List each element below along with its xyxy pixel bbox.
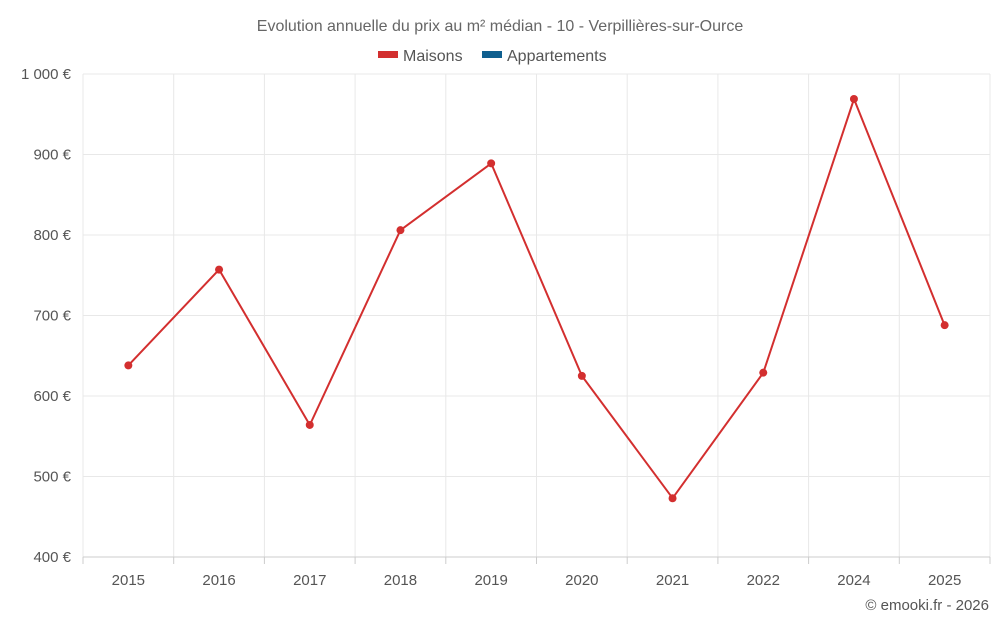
x-tick-label: 2016 bbox=[202, 572, 235, 589]
axes bbox=[82, 556, 991, 564]
legend-swatch-appartements bbox=[482, 51, 502, 58]
data-point[interactable] bbox=[305, 420, 314, 429]
y-tick-label: 700 € bbox=[33, 308, 71, 325]
x-tick-label: 2019 bbox=[474, 572, 507, 589]
y-tick-label: 500 € bbox=[33, 469, 71, 486]
data-point[interactable] bbox=[849, 94, 858, 103]
y-tick-label: 1 000 € bbox=[21, 66, 72, 83]
x-tick-label: 2020 bbox=[565, 572, 598, 589]
x-tick-label: 2018 bbox=[384, 572, 417, 589]
legend-label-appartements: Appartements bbox=[507, 48, 607, 65]
chart-title: Evolution annuelle du prix au m² médian … bbox=[257, 18, 744, 35]
legend-item-maisons[interactable]: Maisons bbox=[378, 48, 463, 65]
data-point[interactable] bbox=[759, 368, 768, 377]
credit-text: © emooki.fr - 2026 bbox=[865, 597, 989, 614]
series-maisons bbox=[124, 94, 949, 503]
y-tick-label: 800 € bbox=[33, 227, 71, 244]
x-tick-label: 2015 bbox=[112, 572, 145, 589]
y-axis-ticks: 400 € 500 € 600 € 700 € 800 € 900 € 1 000 € bbox=[21, 66, 72, 566]
legend-swatch-maisons bbox=[378, 51, 398, 58]
x-tick-label: 2021 bbox=[656, 572, 689, 589]
data-point[interactable] bbox=[124, 361, 133, 370]
legend-item-appartements[interactable]: Appartements bbox=[482, 48, 607, 65]
x-tick-label: 2025 bbox=[928, 572, 961, 589]
grid-lines bbox=[82, 73, 991, 557]
x-tick-label: 2017 bbox=[293, 572, 326, 589]
data-point[interactable] bbox=[215, 265, 224, 274]
legend: Maisons Appartements bbox=[378, 48, 607, 65]
y-tick-label: 600 € bbox=[33, 388, 71, 405]
data-point[interactable] bbox=[668, 494, 677, 503]
x-tick-label: 2022 bbox=[747, 572, 780, 589]
data-point[interactable] bbox=[396, 226, 405, 235]
x-axis-ticks: 2015 2016 2017 2018 2019 2020 2021 2022 2024 2025 bbox=[112, 572, 962, 589]
y-tick-label: 900 € bbox=[33, 147, 71, 164]
data-point[interactable] bbox=[940, 321, 949, 330]
legend-label-maisons: Maisons bbox=[403, 48, 463, 65]
data-point[interactable] bbox=[577, 371, 586, 380]
series-line bbox=[127, 98, 946, 500]
y-tick-label: 400 € bbox=[33, 549, 71, 566]
x-tick-label: 2024 bbox=[837, 572, 870, 589]
data-point[interactable] bbox=[487, 159, 496, 168]
